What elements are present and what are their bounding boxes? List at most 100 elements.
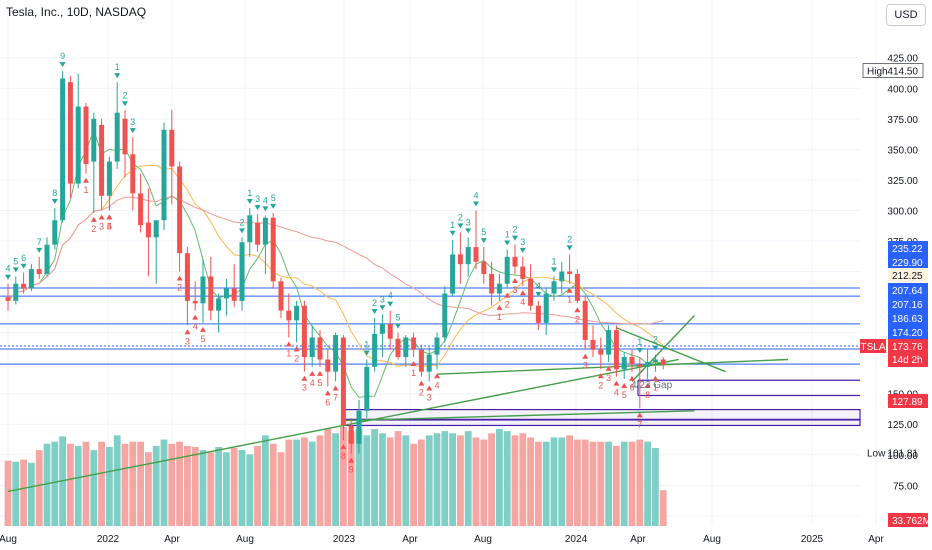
sell-setup-marker — [184, 329, 191, 335]
candle-body — [333, 335, 339, 372]
volume-bar — [488, 433, 495, 526]
price-tags: High 414.50 Low 101.81 235.22 229.90 212.25 207… — [860, 63, 931, 527]
volume-bar — [28, 462, 35, 526]
setup-count: 2 — [239, 217, 244, 227]
candle-body — [496, 283, 502, 294]
price-tag-value: 174.20 — [892, 328, 923, 339]
price-tag-value: 229.90 — [892, 258, 923, 269]
candle-body — [278, 281, 284, 311]
setup-count: 6 — [21, 253, 26, 263]
price-tag-value: 235.22 — [892, 244, 923, 255]
sell-setup-marker — [340, 444, 347, 450]
setup-count: 3 — [427, 392, 432, 402]
volume-bar — [82, 441, 90, 526]
y-tick-label: 375.00 — [887, 115, 918, 126]
setup-count: 5 — [395, 313, 400, 323]
sell-setup-marker — [200, 326, 206, 332]
buy-setup-marker — [114, 73, 121, 79]
candle-body — [21, 283, 27, 289]
buy-setup-marker — [519, 247, 526, 253]
x-tick-label: Apr — [164, 534, 180, 545]
sell-setup-marker — [301, 375, 308, 381]
volume-bar — [98, 441, 105, 526]
setup-count: 2 — [505, 300, 510, 310]
sell-setup-marker — [324, 390, 331, 396]
candle-body — [434, 337, 440, 355]
price-tag-value: 207.16 — [892, 300, 923, 311]
price-tag-value: 33.762M — [892, 516, 931, 527]
candle-body — [177, 166, 183, 254]
candle-body — [13, 283, 19, 301]
price-tag-value: 212.25 — [892, 271, 923, 282]
price-tag-value: 207.64 — [892, 286, 923, 297]
candle-body — [598, 349, 604, 355]
last-price-tag — [888, 339, 928, 367]
setup-count: 7 — [333, 392, 338, 402]
candle-body — [262, 217, 268, 245]
sell-setup-marker — [644, 383, 651, 389]
price-tag — [888, 297, 928, 311]
candle-body — [660, 359, 666, 365]
candle-body — [582, 300, 588, 340]
setup-count: 5 — [481, 227, 486, 237]
volume-bar — [464, 431, 472, 526]
volume-bar — [519, 433, 527, 526]
x-tick-label: Apr — [402, 534, 418, 545]
volume-bar — [230, 448, 238, 526]
setup-count: 4 — [614, 388, 619, 398]
currency-button[interactable]: USD — [886, 4, 926, 26]
buy-setup-marker — [457, 223, 464, 229]
candle-body — [114, 112, 120, 162]
sell-setup-marker — [566, 287, 573, 293]
volume-bar — [418, 439, 425, 526]
y-tick-label: 300.00 — [887, 206, 918, 217]
setup-count: 5 — [200, 334, 205, 344]
setup-count: 2 — [575, 314, 580, 324]
setup-count: 2 — [598, 380, 603, 390]
buy-setup-marker — [551, 267, 557, 273]
setup-count: 2 — [122, 90, 127, 100]
volume-bar — [472, 437, 480, 526]
candle-body — [457, 254, 463, 265]
volume-bar — [659, 490, 667, 526]
volume-bar — [191, 446, 199, 526]
time-axis[interactable]: Aug 2022 Apr Aug 2023 Apr Aug 2024 Apr Aug 2025 Apr — [0, 534, 884, 545]
candle-body — [340, 337, 346, 426]
price-tag — [888, 394, 928, 408]
y-tick-label: 75.00 — [893, 481, 918, 492]
volume-bar — [425, 435, 433, 526]
candle-body — [184, 253, 190, 301]
setup-count: 1 — [286, 349, 291, 359]
volume-bar — [550, 437, 558, 526]
volume-bar — [51, 441, 59, 526]
sell-setup-marker — [652, 375, 659, 381]
high-tag — [862, 63, 924, 78]
setup-count: 4 — [193, 322, 198, 332]
volume-bar — [386, 437, 394, 526]
setup-count: 1 — [653, 383, 658, 393]
volume-bar — [4, 460, 12, 526]
buy-setup-marker — [473, 201, 479, 207]
sell-setup-marker — [285, 341, 292, 347]
volume-bar — [113, 435, 121, 526]
buy-setup-marker — [262, 206, 269, 212]
candle-body — [231, 288, 237, 301]
candle-body — [395, 338, 401, 358]
chart-title: Tesla, Inc., 10D, NASDAQ — [6, 5, 147, 19]
candle-body — [528, 278, 534, 306]
sell-setup-marker — [106, 214, 113, 220]
y-tick-label: 350.00 — [887, 145, 918, 156]
volume-bar — [644, 441, 651, 526]
volume-bar — [496, 429, 503, 526]
buy-setup-marker — [379, 305, 386, 311]
candle-body — [169, 129, 175, 167]
volume-bar — [254, 445, 261, 526]
trendline — [631, 315, 695, 382]
volume-bar — [20, 459, 27, 526]
volume-bar — [301, 437, 308, 526]
volume-bar — [285, 439, 293, 526]
sell-setup-marker — [98, 214, 105, 220]
sell-setup-marker — [309, 370, 316, 376]
candle-body — [574, 273, 580, 301]
